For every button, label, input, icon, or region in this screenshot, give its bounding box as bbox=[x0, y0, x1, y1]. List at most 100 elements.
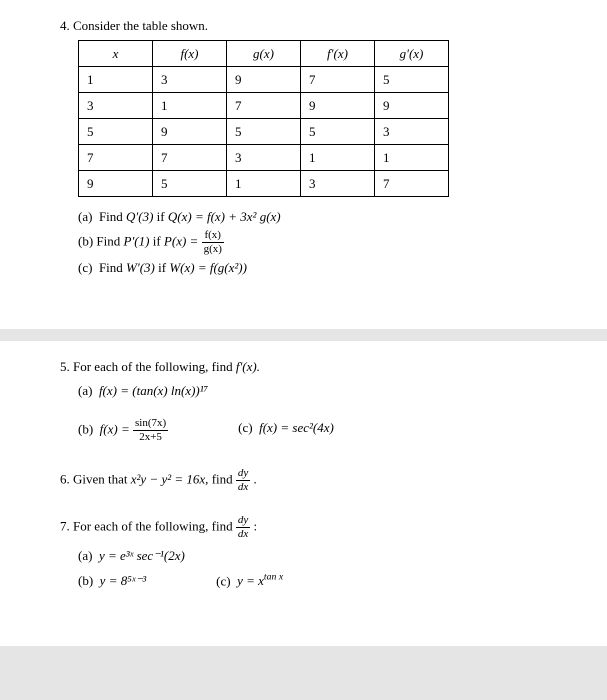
fraction: dy dx bbox=[236, 515, 250, 540]
cell: 3 bbox=[153, 67, 227, 93]
q4-part-c: (c) Find W′(3) if W(x) = f(g(x²)) bbox=[78, 258, 547, 278]
part-label: (a) bbox=[78, 209, 92, 224]
q5-prompt-b: f′(x). bbox=[236, 359, 260, 374]
text: if bbox=[153, 233, 164, 248]
tail: : bbox=[253, 518, 257, 533]
q6-number: 6. bbox=[60, 471, 70, 486]
frac-den: g(x) bbox=[202, 243, 224, 255]
dy: dy bbox=[238, 514, 248, 526]
fraction: f(x) g(x) bbox=[202, 230, 224, 255]
q5-part-b: (b) f(x) = sin(7x) 2x+5 bbox=[78, 418, 168, 443]
expr: Q′(3) bbox=[126, 209, 153, 224]
cell: 9 bbox=[375, 93, 449, 119]
dx: dx bbox=[238, 528, 248, 540]
q4-table: x f(x) g(x) f′(x) g′(x) 1 3 9 7 5 3 1 7 … bbox=[78, 40, 449, 197]
cell: 7 bbox=[301, 67, 375, 93]
part-label: (c) bbox=[78, 260, 92, 275]
expr: f(x) = bbox=[100, 421, 133, 436]
cell: 5 bbox=[375, 67, 449, 93]
tail: . bbox=[254, 471, 257, 486]
q5-number: 5. bbox=[60, 359, 70, 374]
text: Given that bbox=[73, 471, 131, 486]
cell: 7 bbox=[79, 145, 153, 171]
part-label: (c) bbox=[216, 573, 230, 588]
lhs: y = x bbox=[237, 573, 264, 588]
cell: 5 bbox=[153, 171, 227, 197]
frac-den: dx bbox=[236, 528, 250, 540]
col-gx: g(x) bbox=[227, 41, 301, 67]
part-label: (b) bbox=[78, 421, 93, 436]
q7-heading: 7. For each of the following, find dy dx… bbox=[60, 515, 547, 540]
q5-part-a: (a) f(x) = (tan(x) ln(x))¹⁷ bbox=[78, 381, 547, 401]
q4-number: 4. bbox=[60, 18, 70, 33]
part-label: (b) bbox=[78, 233, 93, 248]
cell: 1 bbox=[153, 93, 227, 119]
cell: 9 bbox=[79, 171, 153, 197]
page-2: 5. For each of the following, find f′(x)… bbox=[0, 341, 607, 646]
cell: 7 bbox=[375, 171, 449, 197]
question-5: 5. For each of the following, find f′(x)… bbox=[60, 359, 547, 446]
q4-part-b: (b) Find P′(1) if P(x) = f(x) g(x) bbox=[78, 230, 547, 255]
q5-prompt-a: For each of the following, find bbox=[73, 359, 236, 374]
table-row: 9 5 1 3 7 bbox=[79, 171, 449, 197]
expr: f(x) = (tan(x) ln(x))¹⁷ bbox=[99, 383, 208, 398]
q4-heading: 4. Consider the table shown. bbox=[60, 18, 547, 34]
table-row: 7 7 3 1 1 bbox=[79, 145, 449, 171]
part-label: (a) bbox=[78, 383, 92, 398]
q5-subparts: (a) f(x) = (tan(x) ln(x))¹⁷ (b) f(x) = s… bbox=[78, 381, 547, 446]
part-label: (c) bbox=[238, 420, 252, 435]
cell: 1 bbox=[301, 145, 375, 171]
cell: 1 bbox=[375, 145, 449, 171]
text: if bbox=[157, 209, 168, 224]
cell: 5 bbox=[227, 119, 301, 145]
frac-num: f(x) bbox=[202, 230, 224, 243]
q7-part-b: (b) y = 8⁵ˣ⁻³ bbox=[78, 571, 146, 591]
cell: 5 bbox=[301, 119, 375, 145]
cell: 3 bbox=[227, 145, 301, 171]
q7-subparts: (a) y = e³ˣ sec⁻¹(2x) (b) y = 8⁵ˣ⁻³ (c) … bbox=[78, 546, 547, 594]
fraction: dy dx bbox=[236, 468, 250, 493]
table-row: 1 3 9 7 5 bbox=[79, 67, 449, 93]
q7-part-c: (c) y = xtan x bbox=[216, 571, 283, 591]
expr: P′(1) bbox=[124, 233, 150, 248]
cell: 1 bbox=[227, 171, 301, 197]
cell: 3 bbox=[375, 119, 449, 145]
dx: dx bbox=[238, 481, 248, 493]
text: Find bbox=[96, 233, 123, 248]
frac-num: sin(7x) bbox=[133, 418, 168, 431]
q5-part-c: (c) f(x) = sec²(4x) bbox=[238, 418, 334, 443]
text: find bbox=[212, 471, 236, 486]
q4-part-a: (a) Find Q′(3) if Q(x) = f(x) + 3x² g(x) bbox=[78, 207, 547, 227]
q5-row-bc: (b) f(x) = sin(7x) 2x+5 (c) f(x) = sec²(… bbox=[78, 415, 547, 446]
text: if bbox=[158, 260, 169, 275]
part-label: (a) bbox=[78, 548, 92, 563]
q7-number: 7. bbox=[60, 518, 70, 533]
cell: 5 bbox=[79, 119, 153, 145]
expr: x²y − y² = 16x, bbox=[131, 471, 209, 486]
q7-part-a: (a) y = e³ˣ sec⁻¹(2x) bbox=[78, 546, 547, 566]
q4-subparts: (a) Find Q′(3) if Q(x) = f(x) + 3x² g(x)… bbox=[78, 207, 547, 277]
q5-heading: 5. For each of the following, find f′(x)… bbox=[60, 359, 547, 375]
q6-line: 6. Given that x²y − y² = 16x, find dy dx… bbox=[60, 468, 547, 493]
part-label: (b) bbox=[78, 573, 93, 588]
cell: 7 bbox=[153, 145, 227, 171]
question-7: 7. For each of the following, find dy dx… bbox=[60, 515, 547, 594]
fraction: sin(7x) 2x+5 bbox=[133, 418, 168, 443]
q7-row-bc: (b) y = 8⁵ˣ⁻³ (c) y = xtan x bbox=[78, 568, 547, 594]
question-6: 6. Given that x²y − y² = 16x, find dy dx… bbox=[60, 468, 547, 493]
col-x: x bbox=[79, 41, 153, 67]
question-4: 4. Consider the table shown. x f(x) g(x)… bbox=[60, 18, 547, 277]
expr: y = 8⁵ˣ⁻³ bbox=[100, 573, 147, 588]
q4-prompt: Consider the table shown. bbox=[73, 18, 208, 33]
expr: Q(x) = f(x) + 3x² g(x) bbox=[168, 209, 281, 224]
frac-den: 2x+5 bbox=[133, 431, 168, 443]
text: Find bbox=[99, 209, 126, 224]
text: Find bbox=[99, 260, 126, 275]
col-gpx: g′(x) bbox=[375, 41, 449, 67]
col-fpx: f′(x) bbox=[301, 41, 375, 67]
cell: 1 bbox=[79, 67, 153, 93]
dy: dy bbox=[238, 467, 248, 479]
cell: 7 bbox=[227, 93, 301, 119]
table-row: 5 9 5 5 3 bbox=[79, 119, 449, 145]
cell: 3 bbox=[79, 93, 153, 119]
